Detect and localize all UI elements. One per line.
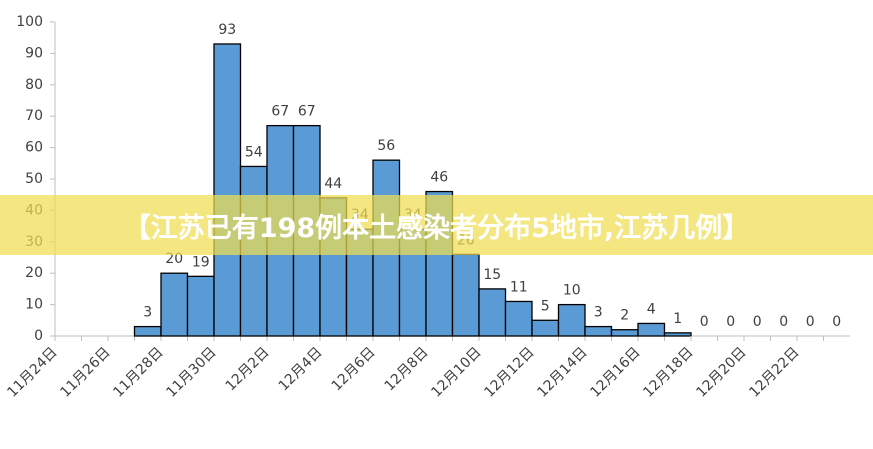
value-label: 67 (271, 104, 289, 120)
y-tick-label: 60 (25, 140, 43, 156)
value-label: 19 (192, 254, 210, 270)
bar (610, 329, 639, 337)
y-tick-label: 10 (25, 297, 43, 313)
bar (186, 275, 215, 337)
x-tick-label: 12月20日 (693, 344, 749, 400)
value-label: 0 (832, 314, 841, 330)
x-tick-label: 12月18日 (640, 344, 696, 400)
bar (160, 272, 189, 337)
y-tick-label: 80 (25, 77, 43, 93)
bar (557, 303, 586, 337)
bar (478, 288, 507, 337)
value-label: 1 (673, 311, 682, 327)
bar (504, 300, 533, 337)
value-label: 0 (726, 314, 735, 330)
value-label: 20 (165, 251, 183, 267)
bar (637, 322, 666, 337)
value-label: 0 (806, 314, 815, 330)
value-label: 67 (298, 104, 316, 120)
y-tick-label: 70 (25, 108, 43, 124)
y-tick-label: 0 (34, 328, 43, 344)
x-tick-label: 12月22日 (746, 344, 802, 400)
x-tick-label: 12月16日 (587, 344, 643, 400)
x-tick-label: 12月2日 (223, 344, 273, 394)
x-tick-label: 12月10日 (428, 344, 484, 400)
bar (133, 325, 162, 337)
banner: 【江苏已有198例本土感染者分布5地市,江苏几例】 (0, 195, 873, 255)
y-tick-label: 90 (25, 45, 43, 61)
value-label: 93 (218, 22, 236, 38)
x-tick-label: 11月26日 (57, 344, 113, 400)
value-label: 11 (510, 279, 528, 295)
value-label: 56 (377, 138, 395, 154)
bar (213, 43, 242, 337)
value-label: 44 (324, 176, 342, 192)
value-label: 0 (779, 314, 788, 330)
x-tick-label: 12月4日 (276, 344, 326, 394)
value-label: 10 (563, 283, 581, 299)
bar (531, 319, 560, 337)
value-label: 3 (594, 305, 603, 321)
value-label: 2 (620, 308, 629, 324)
value-label: 0 (700, 314, 709, 330)
value-label: 15 (483, 267, 501, 283)
x-tick-label: 11月28日 (110, 344, 166, 400)
x-tick-label: 12月8日 (382, 344, 432, 394)
bar (584, 325, 613, 337)
bar (663, 332, 692, 337)
y-tick-label: 50 (25, 171, 43, 187)
y-tick-label: 100 (16, 14, 43, 30)
x-tick-label: 12月14日 (534, 344, 590, 400)
value-label: 0 (753, 314, 762, 330)
value-label: 54 (245, 144, 263, 160)
y-tick-label: 20 (25, 265, 43, 281)
x-tick-label: 11月30日 (163, 344, 219, 400)
bar (451, 253, 480, 337)
x-tick-label: 12月6日 (329, 344, 379, 394)
value-label: 4 (647, 301, 656, 317)
x-tick-label: 12月12日 (481, 344, 537, 400)
value-label: 5 (541, 298, 550, 314)
x-tick-label: 11月24日 (4, 344, 60, 400)
value-label: 3 (143, 305, 152, 321)
value-label: 46 (430, 170, 448, 186)
